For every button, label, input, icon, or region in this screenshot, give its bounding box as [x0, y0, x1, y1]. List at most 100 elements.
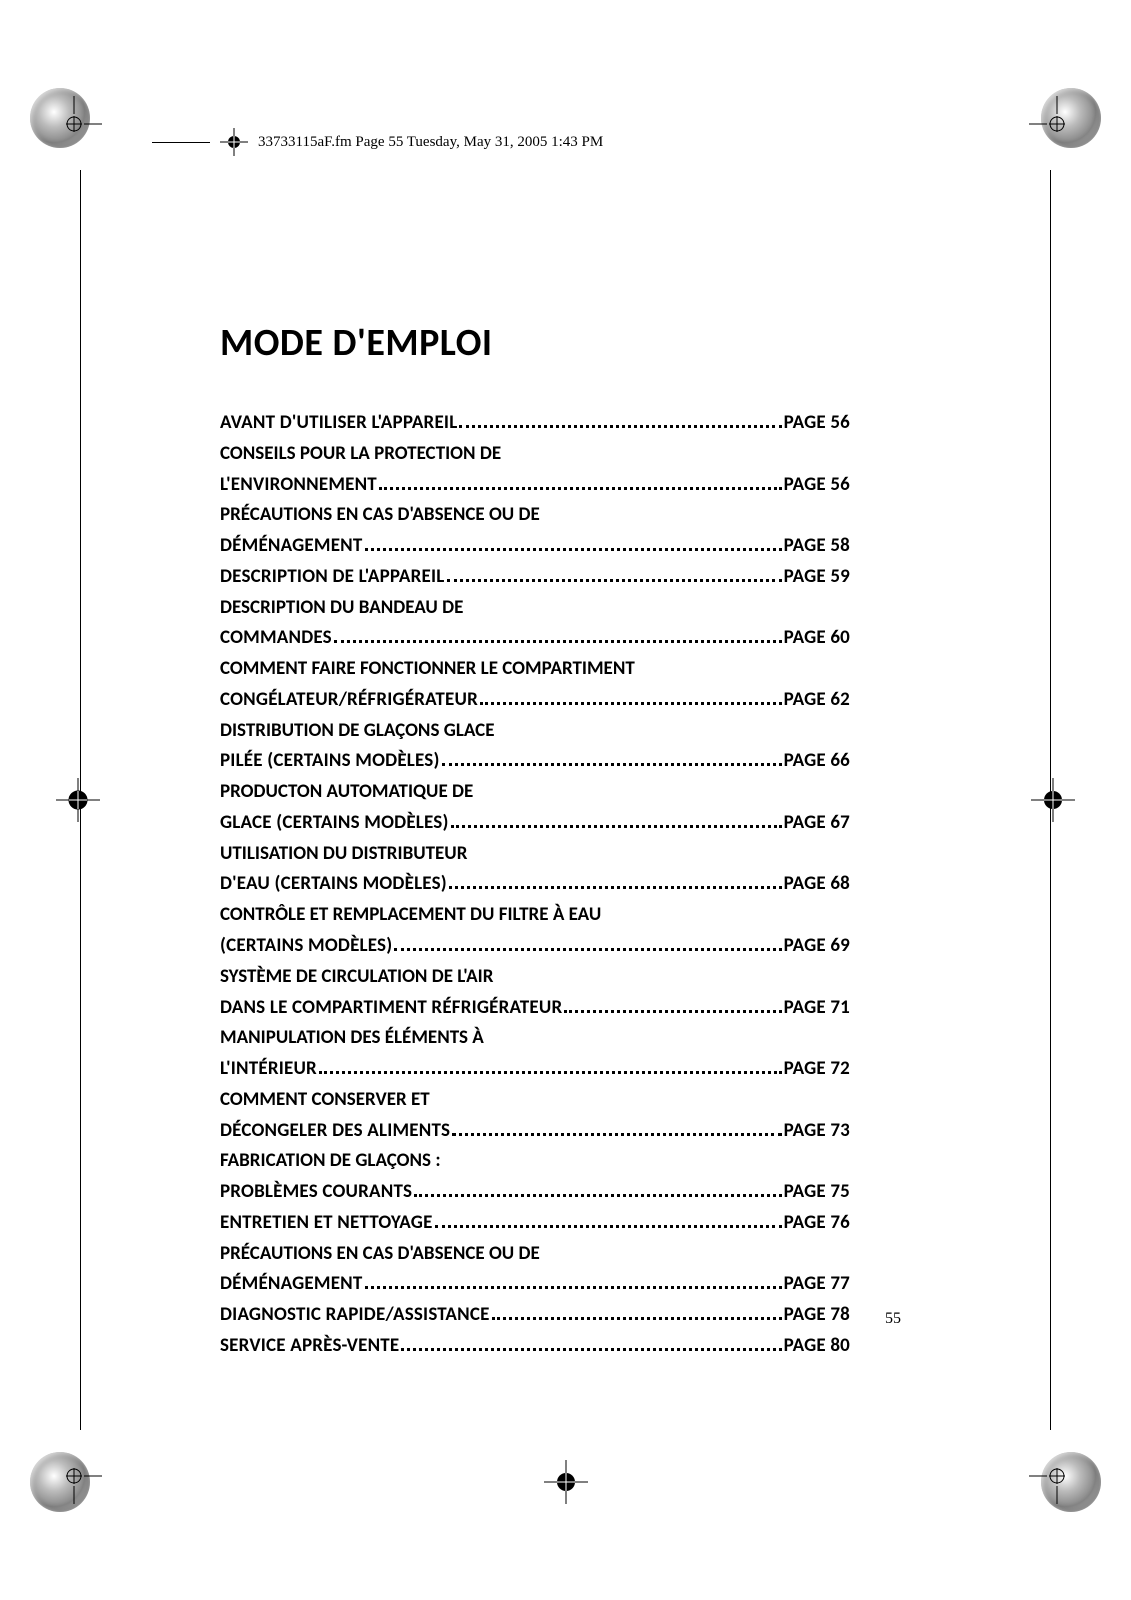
toc-entry-page: PAGE 77: [784, 1269, 850, 1300]
toc-entry-page: PAGE 60: [784, 623, 850, 654]
toc-entry-line: FABRICATION DE GLAÇONS :: [220, 1146, 850, 1177]
toc-entry: PILÉE (CERTAINS MODÈLES)PAGE 66: [220, 746, 850, 777]
toc-entry: COMMANDES PAGE 60: [220, 623, 850, 654]
dot-leader: [447, 573, 782, 582]
toc-entry-text: DÉCONGELER DES ALIMENTS: [220, 1116, 450, 1147]
toc-entry: SERVICE APRÈS-VENTE PAGE 80: [220, 1331, 850, 1362]
registration-mark-icon: [56, 778, 100, 822]
toc-entry-line: COMMENT FAIRE FONCTIONNER LE COMPARTIMEN…: [220, 654, 850, 685]
dot-leader: [564, 1004, 781, 1013]
toc-entry: DÉMÉNAGEMENT PAGE 58: [220, 531, 850, 562]
toc-entry-line: CONSEILS POUR LA PROTECTION DE: [220, 439, 850, 470]
toc-entry: ENTRETIEN ET NETTOYAGE PAGE 76: [220, 1208, 850, 1239]
dot-leader: [365, 1281, 782, 1290]
toc-entry-text: D'EAU (CERTAINS MODÈLES): [220, 869, 447, 900]
table-of-contents: AVANT D'UTILISER L'APPAREIL PAGE 56CONSEI…: [220, 408, 850, 1362]
toc-entry-text: GLACE (CERTAINS MODÈLES): [220, 808, 449, 839]
toc-entry-page: PAGE 56: [784, 470, 850, 501]
dot-leader: [334, 635, 782, 644]
toc-entry-text: DÉMÉNAGEMENT: [220, 531, 363, 562]
toc-entry-page: PAGE 56: [784, 408, 850, 439]
toc-entry-line: PRODUCTON AUTOMATIQUE DE: [220, 777, 850, 808]
dot-leader: [459, 419, 781, 428]
page: 33733115aF.fm Page 55 Tuesday, May 31, 2…: [0, 0, 1131, 1600]
toc-entry-line: DISTRIBUTION DE GLAÇONS GLACE: [220, 716, 850, 747]
page-title: MODE D'EMPLOI: [220, 320, 850, 366]
header-text: 33733115aF.fm Page 55 Tuesday, May 31, 2…: [258, 134, 603, 151]
crop-mark-icon: [1029, 96, 1085, 152]
toc-entry-page: PAGE 72: [784, 1054, 850, 1085]
toc-entry-text: CONGÉLATEUR/RÉFRIGÉRATEUR: [220, 685, 478, 716]
crop-mark-icon: [46, 96, 102, 152]
page-number: 55: [885, 1310, 901, 1328]
toc-entry: PROBLÈMES COURANTS PAGE 75: [220, 1177, 850, 1208]
toc-entry-line: COMMENT CONSERVER ET: [220, 1085, 850, 1116]
toc-entry-page: PAGE 62: [784, 685, 850, 716]
toc-entry-line: PRÉCAUTIONS EN CAS D'ABSENCE OU DE: [220, 1239, 850, 1270]
header-dash-icon: [152, 142, 210, 143]
dot-leader: [394, 942, 781, 951]
toc-entry: L'INTÉRIEUR PAGE 72: [220, 1054, 850, 1085]
toc-entry-text: DIAGNOSTIC RAPIDE/ASSISTANCE: [220, 1300, 490, 1331]
toc-entry: DÉCONGELER DES ALIMENTS PAGE 73: [220, 1116, 850, 1147]
registration-mark-icon: [544, 1460, 588, 1504]
toc-entry: (CERTAINS MODÈLES) PAGE 69: [220, 931, 850, 962]
toc-entry-text: AVANT D'UTILISER L'APPAREIL: [220, 408, 457, 439]
toc-entry: DANS LE COMPARTIMENT RÉFRIGÉRATEUR PAGE 7…: [220, 993, 850, 1024]
toc-entry: GLACE (CERTAINS MODÈLES) PAGE 67: [220, 808, 850, 839]
dot-leader: [401, 1342, 781, 1351]
toc-entry-line: CONTRÔLE ET REMPLACEMENT DU FILTRE À EAU: [220, 900, 850, 931]
toc-entry-page: PAGE 69: [784, 931, 850, 962]
print-header: 33733115aF.fm Page 55 Tuesday, May 31, 2…: [152, 128, 603, 156]
dot-leader: [451, 819, 782, 828]
toc-entry-text: SERVICE APRÈS-VENTE: [220, 1331, 399, 1362]
crop-mark-icon: [46, 1448, 102, 1504]
toc-entry: DIAGNOSTIC RAPIDE/ASSISTANCE PAGE 78: [220, 1300, 850, 1331]
toc-entry-text: DÉMÉNAGEMENT: [220, 1269, 363, 1300]
toc-entry: DÉMÉNAGEMENT PAGE 77: [220, 1269, 850, 1300]
toc-entry-text: L'ENVIRONNEMENT: [220, 470, 377, 501]
toc-entry-line: DESCRIPTION DU BANDEAU DE: [220, 593, 850, 624]
toc-entry-page: PAGE 67: [784, 808, 850, 839]
toc-entry-page: PAGE 58: [784, 531, 850, 562]
toc-entry: DESCRIPTION DE L'APPAREIL PAGE 59: [220, 562, 850, 593]
toc-entry-line: SYSTÈME DE CIRCULATION DE L'AIR: [220, 962, 850, 993]
toc-entry: AVANT D'UTILISER L'APPAREIL PAGE 56: [220, 408, 850, 439]
registration-mark-icon: [220, 128, 248, 156]
toc-entry-page: PAGE 80: [784, 1331, 850, 1362]
toc-entry-page: PAGE 76: [784, 1208, 850, 1239]
toc-entry-page: PAGE 78: [784, 1300, 850, 1331]
dot-leader: [414, 1188, 781, 1197]
toc-entry-page: PAGE 73: [784, 1116, 850, 1147]
toc-entry-text: (CERTAINS MODÈLES): [220, 931, 392, 962]
toc-entry-line: UTILISATION DU DISTRIBUTEUR: [220, 839, 850, 870]
toc-entry: L'ENVIRONNEMENT PAGE 56: [220, 470, 850, 501]
toc-entry-page: PAGE 59: [784, 562, 850, 593]
dot-leader: [452, 1127, 781, 1136]
toc-entry: CONGÉLATEUR/RÉFRIGÉRATEUR PAGE 62: [220, 685, 850, 716]
content-area: MODE D'EMPLOI AVANT D'UTILISER L'APPAREI…: [220, 320, 850, 1362]
toc-entry-line: MANIPULATION DES ÉLÉMENTS À: [220, 1023, 850, 1054]
dot-leader: [442, 758, 782, 767]
dot-leader: [319, 1065, 782, 1074]
toc-entry-text: DESCRIPTION DE L'APPAREIL: [220, 562, 445, 593]
toc-entry-text: PILÉE (CERTAINS MODÈLES): [220, 746, 440, 777]
toc-entry-text: L'INTÉRIEUR: [220, 1054, 317, 1085]
toc-entry-line: PRÉCAUTIONS EN CAS D'ABSENCE OU DE: [220, 500, 850, 531]
registration-mark-icon: [1031, 778, 1075, 822]
toc-entry-page: PAGE 71: [784, 993, 850, 1024]
dot-leader: [449, 881, 782, 890]
dot-leader: [365, 542, 782, 551]
toc-entry-text: COMMANDES: [220, 623, 332, 654]
dot-leader: [379, 481, 782, 490]
dot-leader: [492, 1312, 782, 1321]
crop-mark-icon: [1029, 1448, 1085, 1504]
toc-entry-text: DANS LE COMPARTIMENT RÉFRIGÉRATEUR: [220, 993, 562, 1024]
toc-entry-text: PROBLÈMES COURANTS: [220, 1177, 412, 1208]
toc-entry-page: PAGE 75: [784, 1177, 850, 1208]
dot-leader: [480, 696, 782, 705]
toc-entry-text: ENTRETIEN ET NETTOYAGE: [220, 1208, 433, 1239]
dot-leader: [435, 1219, 782, 1228]
toc-entry: D'EAU (CERTAINS MODÈLES) PAGE 68: [220, 869, 850, 900]
toc-entry-page: PAGE 68: [784, 869, 850, 900]
